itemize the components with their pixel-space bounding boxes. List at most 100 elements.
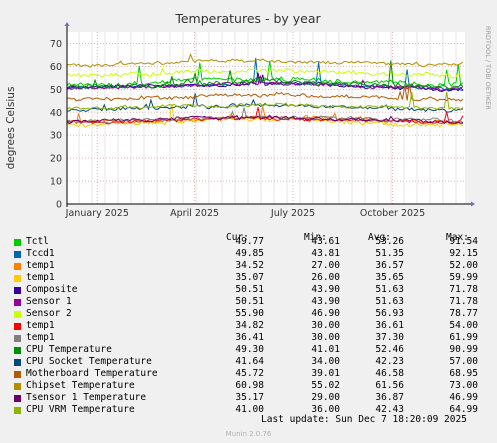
legend-series-name: Tsensor 1 Temperature — [26, 392, 147, 403]
legend-value-min: 43.90 — [311, 284, 340, 295]
axes — [64, 22, 475, 207]
legend-row: Motherboard Temperature 45.72 39.01 46.58 68… — [0, 368, 497, 380]
legend-value-avg: 37.30 — [375, 332, 404, 343]
series-line — [66, 83, 464, 102]
series-line — [66, 67, 464, 79]
y-tick-label: 50 — [50, 85, 62, 96]
legend-swatch — [14, 239, 21, 246]
legend-row: CPU Socket Temperature 41.64 34.00 42.23 57.… — [0, 356, 497, 368]
series-line — [66, 114, 464, 125]
legend-row: temp1 34.82 30.00 36.61 54.00 — [0, 320, 497, 332]
legend-value-max: 57.00 — [449, 356, 478, 367]
legend-row: Tctl 49.77 43.61 53.26 91.54 — [0, 236, 497, 248]
legend-value-avg: 61.56 — [375, 380, 404, 391]
legend-header-max: Max: — [446, 232, 469, 243]
legend-value-max: 59.99 — [449, 272, 478, 283]
legend-value-min: 36.00 — [311, 404, 340, 415]
legend-series-name: temp1 — [26, 272, 55, 283]
y-tick-label: 40 — [50, 108, 62, 119]
rrdtool-side-label: RRDTOOL / TOBI OETIKER — [484, 26, 492, 110]
series-lines — [66, 52, 464, 128]
y-axis-arrow — [64, 22, 70, 26]
legend-value-max: 71.78 — [449, 296, 478, 307]
x-tick-label: April 2025 — [170, 208, 219, 219]
legend-swatch — [14, 383, 21, 390]
legend-series-name: CPU VRM Temperature — [26, 404, 135, 415]
series-line — [66, 91, 464, 111]
series-line — [66, 74, 464, 92]
legend-value-avg: 35.65 — [375, 272, 404, 283]
legend-series-name: Tctl — [26, 236, 49, 247]
legend-swatch — [14, 263, 21, 270]
legend-value-avg: 42.43 — [375, 404, 404, 415]
legend-value-max: 78.77 — [449, 308, 478, 319]
legend-series-name: temp1 — [26, 260, 55, 271]
legend-row: Sensor 1 50.51 43.90 51.63 71.78 — [0, 296, 497, 308]
legend-value-max: 52.00 — [449, 260, 478, 271]
legend-value-avg: 51.63 — [375, 284, 404, 295]
legend-value-cur: 45.72 — [235, 368, 264, 379]
legend-value-max: 64.99 — [449, 404, 478, 415]
legend-header-min: Min: — [304, 232, 327, 243]
legend-value-min: 26.00 — [311, 272, 340, 283]
legend-value-min: 30.00 — [311, 332, 340, 343]
legend-row: CPU VRM Temperature 41.00 36.00 42.43 64.99 — [0, 404, 497, 416]
legend-swatch — [14, 347, 21, 354]
legend-value-cur: 50.51 — [235, 296, 264, 307]
legend-row: temp1 34.52 27.00 36.57 52.00 — [0, 260, 497, 272]
legend-series-name: CPU Socket Temperature — [26, 356, 152, 367]
legend-value-avg: 36.87 — [375, 392, 404, 403]
legend-value-cur: 49.30 — [235, 344, 264, 355]
legend-value-avg: 52.46 — [375, 344, 404, 355]
legend-value-cur: 36.41 — [235, 332, 264, 343]
series-line — [66, 60, 464, 90]
legend-value-max: 92.15 — [449, 248, 478, 259]
tick-labels: 0 10 20 30 40 50 60 70 January 2025 April 2025 Jul… — [50, 39, 425, 219]
legend-swatch — [14, 323, 21, 330]
legend-value-avg: 51.35 — [375, 248, 404, 259]
legend-swatch — [14, 359, 21, 366]
y-tick-label: 20 — [50, 154, 62, 165]
legend-header-avg: Avg: — [368, 232, 391, 243]
legend-value-cur: 60.98 — [235, 380, 264, 391]
legend-value-min: 55.02 — [311, 380, 340, 391]
legend-row: Chipset Temperature 60.98 55.02 61.56 73.00 — [0, 380, 497, 392]
legend-row: Sensor 2 55.90 46.90 56.93 78.77 — [0, 308, 497, 320]
x-axis-arrow — [471, 201, 475, 207]
legend-swatch — [14, 251, 21, 258]
legend-value-cur: 50.51 — [235, 284, 264, 295]
series-line — [66, 52, 464, 68]
legend-value-cur: 49.77 — [235, 236, 264, 247]
legend-value-min: 27.00 — [311, 260, 340, 271]
legend-value-avg: 36.61 — [375, 320, 404, 331]
series-line — [66, 60, 464, 89]
legend-swatch — [14, 311, 21, 318]
series-line — [67, 93, 464, 113]
legend-value-avg: 53.26 — [375, 236, 404, 247]
legend-series-name: Chipset Temperature — [26, 380, 135, 391]
y-tick-label: 30 — [50, 131, 62, 142]
legend-value-max: 54.00 — [449, 320, 478, 331]
legend-value-min: 43.61 — [311, 236, 340, 247]
y-tick-label: 70 — [50, 39, 62, 50]
legend-value-min: 43.81 — [311, 248, 340, 259]
legend-value-cur: 34.52 — [235, 260, 264, 271]
legend-value-min: 39.01 — [311, 368, 340, 379]
legend-value-min: 34.00 — [311, 356, 340, 367]
legend-value-cur: 41.64 — [235, 356, 264, 367]
legend-value-min: 46.90 — [311, 308, 340, 319]
legend-value-max: 68.95 — [449, 368, 478, 379]
x-tick-label: July 2025 — [270, 208, 315, 219]
legend-swatch — [14, 275, 21, 282]
chart-title: Temperatures - by year — [174, 11, 321, 26]
legend-row: Tsensor 1 Temperature 35.17 29.00 36.87 46.9… — [0, 392, 497, 404]
legend-value-cur: 35.07 — [235, 272, 264, 283]
legend-value-cur: 55.90 — [235, 308, 264, 319]
legend-series-name: Motherboard Temperature — [26, 368, 158, 379]
legend-value-min: 29.00 — [311, 392, 340, 403]
legend-row: Tccd1 49.85 43.81 51.35 92.15 — [0, 248, 497, 260]
legend-value-min: 43.90 — [311, 296, 340, 307]
legend-swatch — [14, 395, 21, 402]
legend-value-avg: 56.93 — [375, 308, 404, 319]
legend-value-max: 46.99 — [449, 392, 478, 403]
